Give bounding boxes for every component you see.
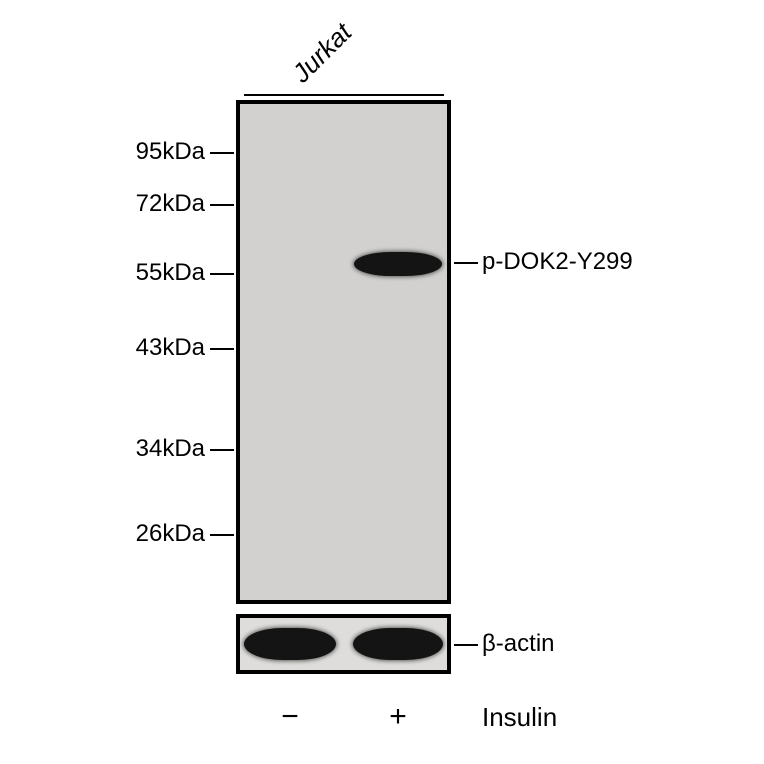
figure-canvas: Jurkat 95kDa 72kDa 55kDa 43kDa 34kDa 26k… <box>0 0 764 764</box>
mw-tick-0 <box>210 152 234 154</box>
lane-value-1: + <box>378 700 418 734</box>
mw-label-3: 43kDa <box>90 334 205 362</box>
target-band-label: p-DOK2-Y299 <box>482 248 702 276</box>
actin-band-label: β-actin <box>482 630 622 658</box>
mw-tick-2 <box>210 273 234 275</box>
blot-panel-main <box>236 100 451 604</box>
mw-label-2: 55kDa <box>90 259 205 287</box>
mw-tick-3 <box>210 348 234 350</box>
mw-tick-5 <box>210 534 234 536</box>
actin-band-tick <box>454 644 478 646</box>
blot-band-target <box>354 252 442 276</box>
mw-label-1: 72kDa <box>90 190 205 218</box>
sample-underline <box>244 94 444 96</box>
mw-tick-4 <box>210 449 234 451</box>
mw-label-5: 26kDa <box>90 520 205 548</box>
blot-band-actin-0 <box>244 628 336 660</box>
mw-label-0: 95kDa <box>90 138 205 166</box>
blot-band-actin-1 <box>353 628 443 660</box>
mw-tick-1 <box>210 204 234 206</box>
sample-label: Jurkat <box>286 17 358 89</box>
treatment-name: Insulin <box>482 702 622 733</box>
mw-label-4: 34kDa <box>90 435 205 463</box>
lane-value-0: − <box>270 700 310 734</box>
target-band-tick <box>454 262 478 264</box>
